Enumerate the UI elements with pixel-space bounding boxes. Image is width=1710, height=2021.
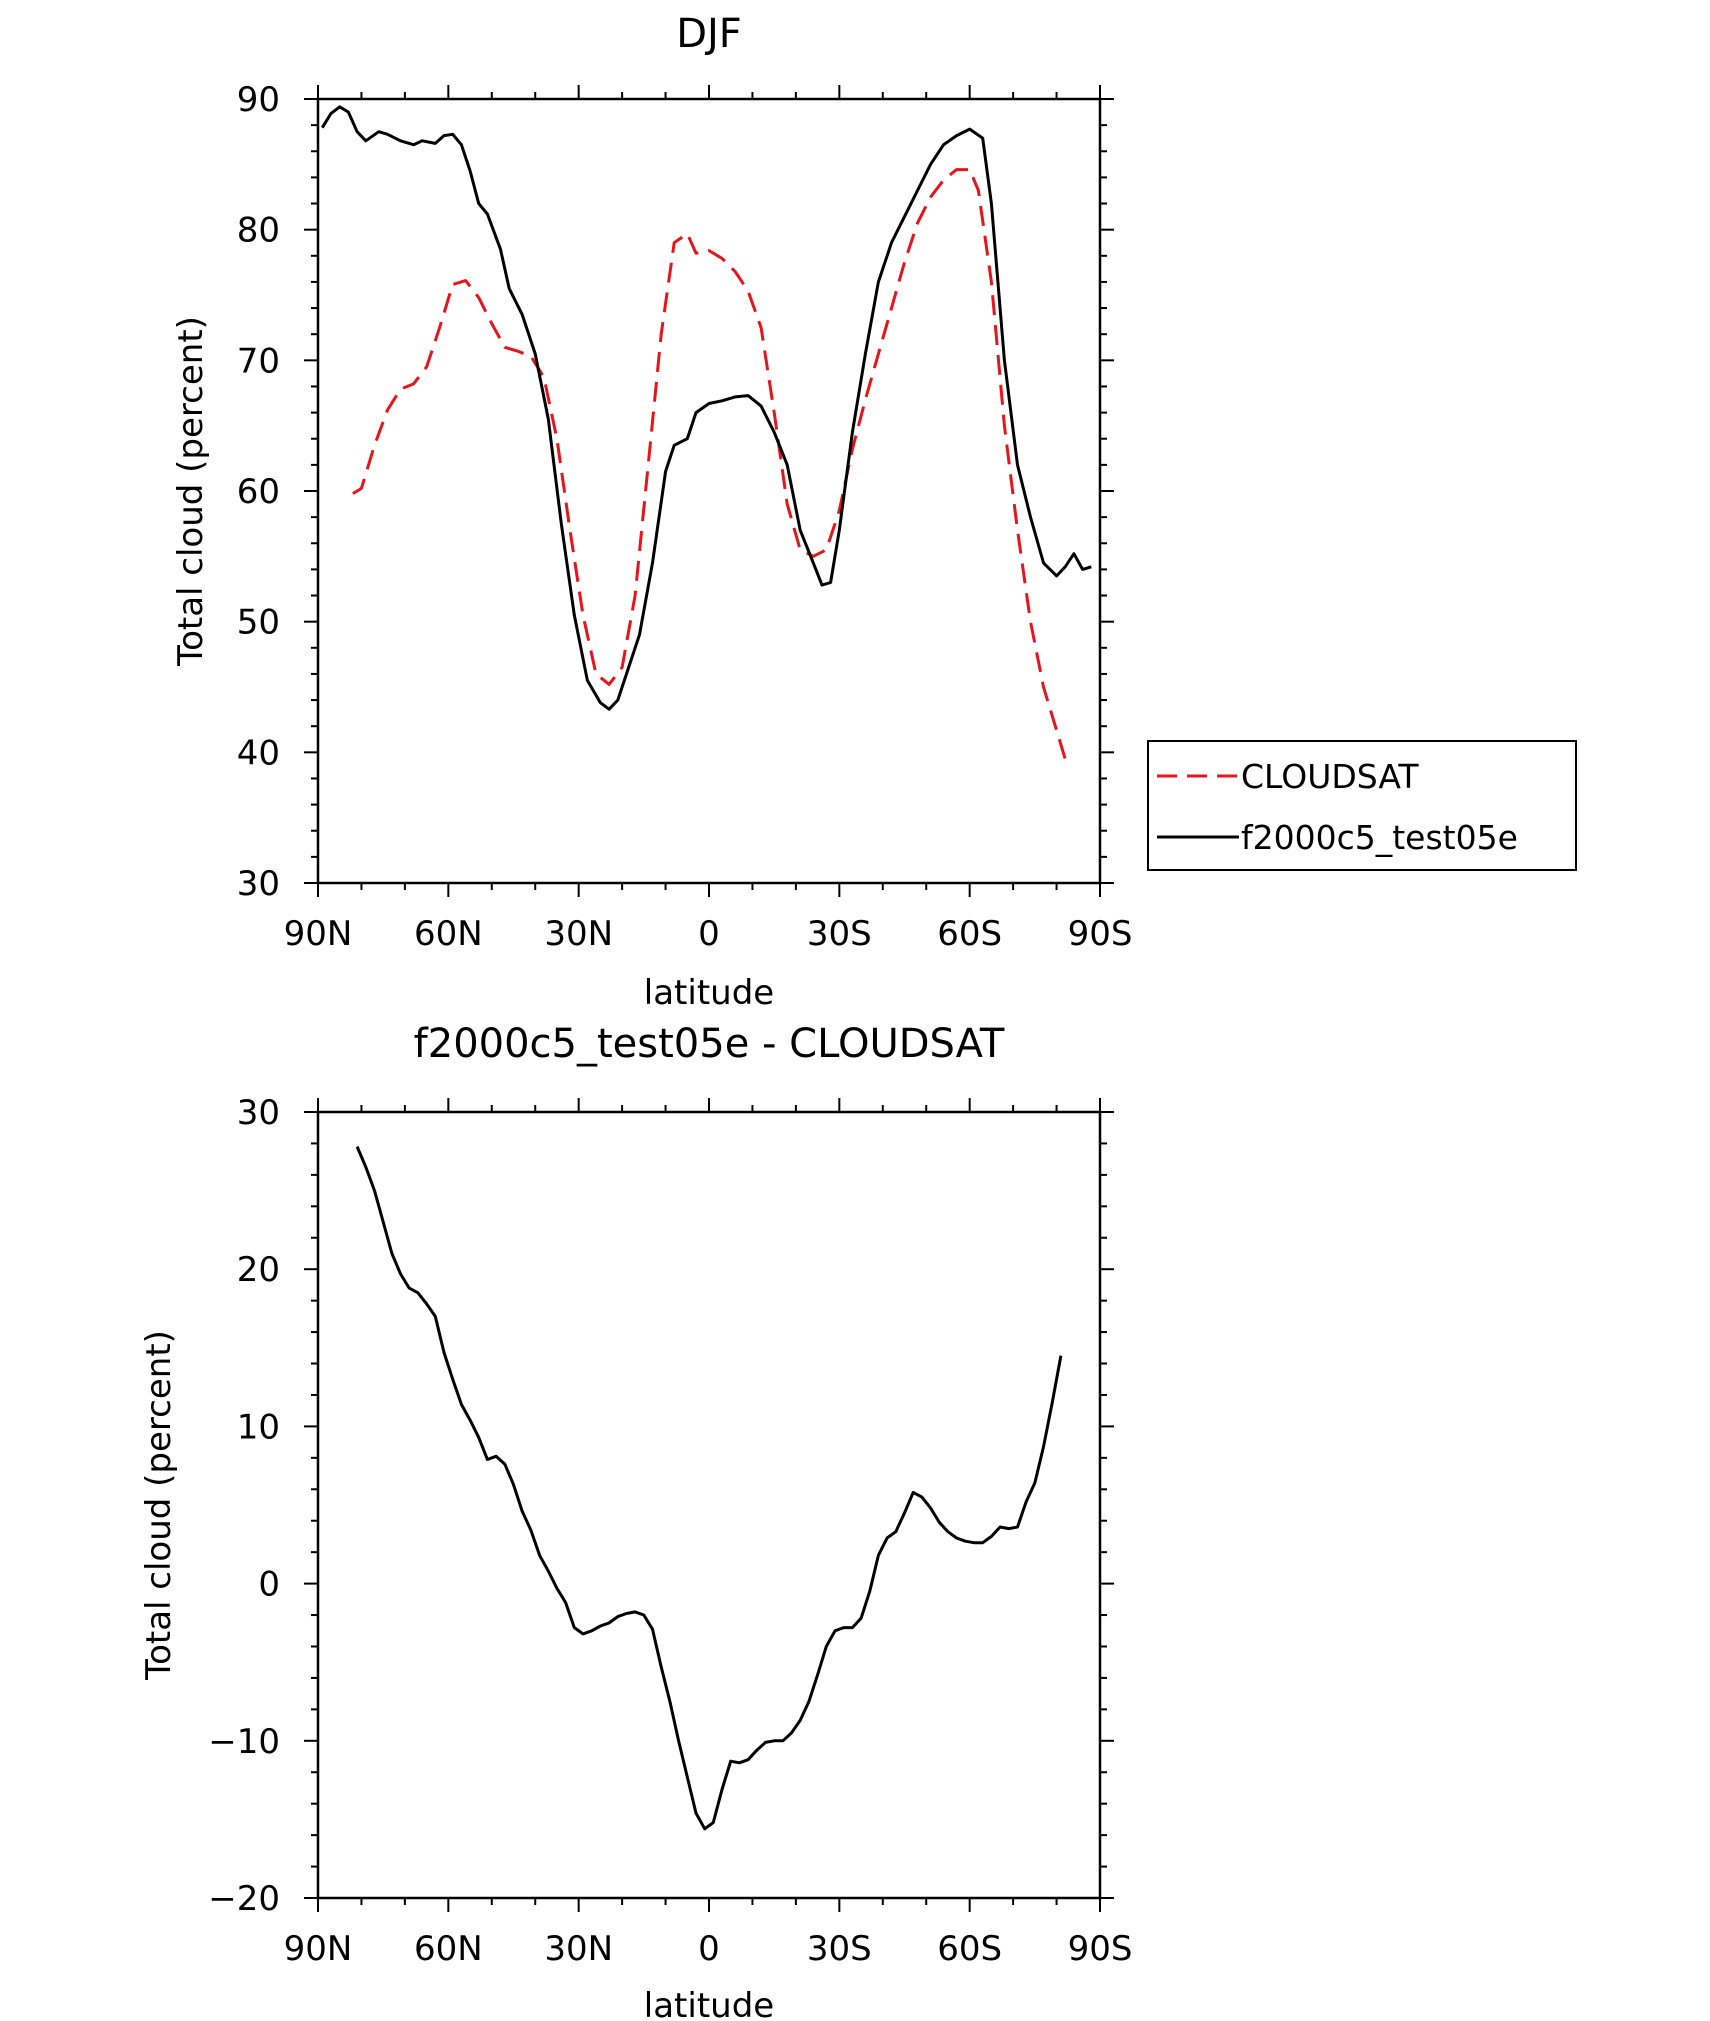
panel1-y-axis-label: Total cloud (percent)	[171, 316, 211, 667]
y-tick-label: 40	[237, 733, 280, 773]
panel2-title: f2000c5_test05e - CLOUDSAT	[414, 1021, 1005, 1067]
y-tick-label: −20	[208, 1879, 280, 1919]
x-tick-label: 30S	[807, 1929, 872, 1969]
x-tick-label: 60S	[937, 914, 1002, 954]
panel2-x-axis-label: latitude	[644, 1986, 774, 2021]
y-tick-label: 90	[237, 80, 280, 120]
legend-label-f2000c5-test05e: f2000c5_test05e	[1241, 818, 1518, 857]
panel1-x-axis-label: latitude	[644, 973, 774, 1013]
y-tick-label: 50	[237, 603, 280, 643]
x-tick-label: 90N	[284, 1929, 353, 1969]
panel2-plot-area	[355, 1146, 1063, 1831]
y-tick-label: 30	[237, 864, 280, 904]
x-tick-label: 0	[698, 914, 720, 954]
panel-difference: f2000c5_test05e - CLOUDSAT −20 −10 0 10 20 30…	[139, 1021, 1132, 2021]
y-tick-label: 30	[237, 1093, 280, 1133]
y-tick-label: −10	[208, 1722, 280, 1762]
panel1-x-tick-labels: 90N 60N 30N 0 30S 60S 90S	[284, 914, 1133, 954]
panel2-x-tick-labels: 90N 60N 30N 0 30S 60S 90S	[284, 1929, 1133, 1969]
panel2-y-tick-labels: −20 −10 0 10 20 30	[208, 1093, 280, 1919]
x-tick-label: 0	[698, 1929, 720, 1969]
panel1-y-tick-labels: 30 40 50 60 70 80 90	[237, 80, 280, 904]
y-tick-label: 20	[237, 1250, 280, 1290]
y-tick-label: 80	[237, 211, 280, 251]
series-line-cloudsat	[352, 168, 1067, 760]
legend-box	[1147, 740, 1577, 871]
x-tick-label: 90S	[1068, 914, 1133, 954]
series-line-difference	[355, 1146, 1063, 1831]
panel2-frame	[316, 1110, 1102, 1900]
panel-djf: DJF 30 40 50 60 70 80 90 90N 60N 30N 0 30S 60S 90S l…	[171, 11, 1577, 1013]
series-line-f2000c5-test05e	[321, 105, 1092, 711]
legend: CLOUDSAT f2000c5_test05e	[1147, 740, 1577, 871]
y-tick-label: 70	[237, 341, 280, 381]
y-tick-label: 60	[237, 472, 280, 512]
panel1-ticks	[304, 85, 1114, 897]
panel2-ticks	[304, 1098, 1114, 1912]
x-tick-label: 60N	[414, 1929, 483, 1969]
y-tick-label: 0	[258, 1565, 280, 1605]
x-tick-label: 90S	[1068, 1929, 1133, 1969]
panel2-y-axis-label: Total cloud (percent)	[139, 1330, 179, 1681]
x-tick-label: 60S	[937, 1929, 1002, 1969]
legend-label-cloudsat: CLOUDSAT	[1241, 757, 1419, 796]
x-tick-label: 90N	[284, 914, 353, 954]
y-tick-label: 10	[237, 1407, 280, 1447]
x-tick-label: 30N	[544, 914, 613, 954]
panel1-plot-area	[321, 105, 1092, 760]
x-tick-label: 60N	[414, 914, 483, 954]
x-tick-label: 30S	[807, 914, 872, 954]
panel1-title: DJF	[676, 11, 742, 57]
x-tick-label: 30N	[544, 1929, 613, 1969]
